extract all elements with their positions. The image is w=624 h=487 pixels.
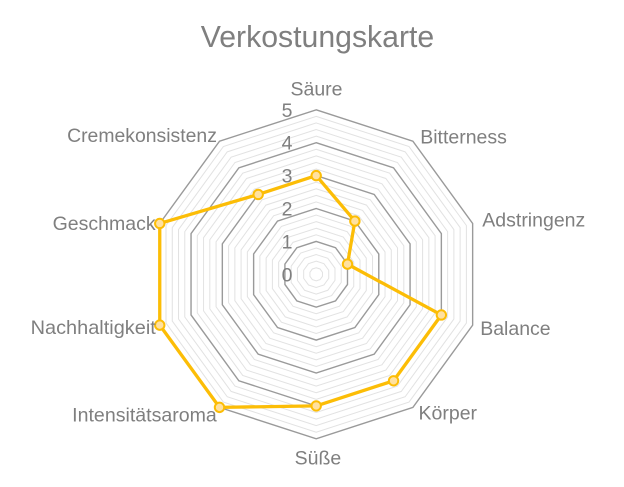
svg-text:3: 3 [282, 166, 293, 188]
svg-text:Körper: Körper [419, 403, 478, 425]
svg-text:5: 5 [282, 100, 293, 122]
svg-text:2: 2 [282, 199, 293, 221]
svg-text:Cremekonsistenz: Cremekonsistenz [67, 125, 217, 147]
svg-text:Nachhaltigkeit: Nachhaltigkeit [31, 317, 157, 339]
svg-text:1: 1 [282, 231, 293, 253]
svg-text:Balance: Balance [480, 318, 550, 340]
svg-text:Bitterness: Bitterness [420, 127, 507, 149]
svg-text:Verkostungskarte: Verkostungskarte [201, 19, 435, 54]
svg-text:4: 4 [282, 133, 293, 155]
svg-text:Adstringenz: Adstringenz [482, 210, 585, 232]
svg-text:0: 0 [282, 264, 293, 286]
svg-text:Säure: Säure [290, 79, 342, 101]
svg-text:Süße: Süße [295, 448, 342, 470]
svg-text:Geschmack: Geschmack [53, 213, 156, 235]
svg-text:Intensitätsaroma: Intensitätsaroma [72, 405, 217, 427]
